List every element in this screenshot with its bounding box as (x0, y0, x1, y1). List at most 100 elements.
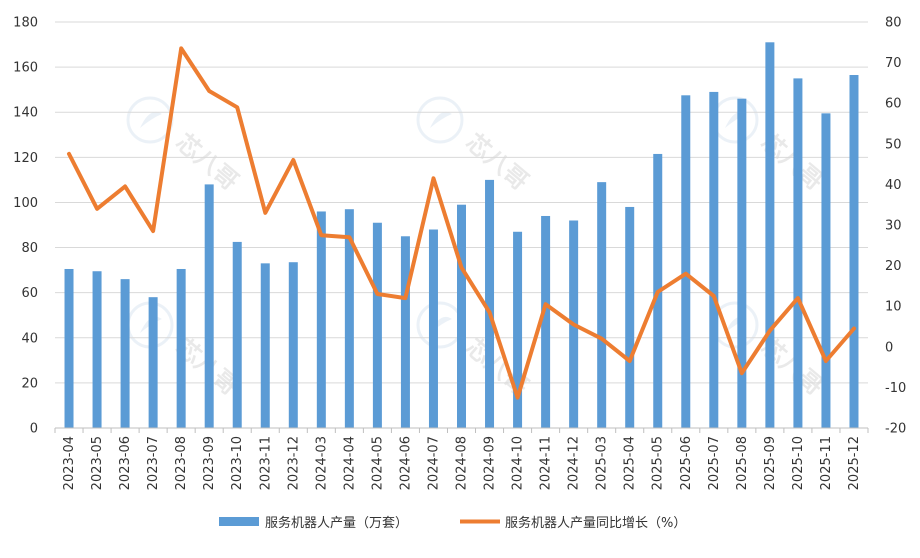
bar (765, 42, 775, 429)
x-axis-tick-label: 2024-11 (539, 436, 554, 490)
watermark-logo-bird (430, 316, 452, 333)
bar (821, 113, 831, 428)
bar (372, 222, 382, 428)
bar (793, 78, 803, 428)
y-axis-left-tick-label: 100 (13, 196, 38, 211)
legend-label-bars: 服务机器人产量（万套） (265, 515, 408, 531)
y-axis-right-tick-label: -10 (885, 381, 906, 396)
watermark-text: 芯八哥 (461, 128, 534, 196)
legend-label-line: 服务机器人产量同比增长（%） (505, 515, 686, 531)
y-axis-left-tick-label: 140 (13, 106, 38, 121)
line-point (179, 46, 183, 50)
line-series (67, 46, 856, 400)
line-point (572, 322, 576, 326)
x-axis-tick-label: 2025-07 (707, 436, 722, 490)
bar (204, 184, 214, 428)
watermark-logo-bird (140, 111, 162, 128)
watermark-logo: 芯八哥 (126, 301, 244, 401)
bar (316, 211, 326, 428)
line-point (263, 211, 267, 215)
y-axis-left-tick-label: 60 (21, 286, 38, 301)
y-axis-left-tick-label: 20 (21, 376, 38, 391)
line-point (712, 294, 716, 298)
bar (64, 268, 74, 428)
bar (541, 215, 551, 428)
y-axis-right-tick-label: 80 (885, 16, 902, 31)
x-axis-tick-label: 2023-08 (174, 436, 189, 490)
line-point (768, 329, 772, 333)
bar (92, 271, 102, 428)
y-axis-left-tick-label: 40 (21, 331, 38, 346)
bar (625, 206, 635, 428)
bar (344, 209, 354, 428)
bar (176, 268, 186, 428)
x-axis-tick-label: 2025-06 (679, 436, 694, 490)
bar (709, 91, 719, 428)
x-axis-tick-label: 2025-11 (819, 436, 834, 490)
y-axis-left-tick-label: 80 (21, 241, 38, 256)
watermark-text: 芯八哥 (461, 333, 534, 401)
y-axis-right-tick-label: 50 (885, 137, 902, 152)
x-axis-tick-label: 2024-09 (483, 436, 498, 490)
bar (148, 297, 158, 428)
line-point (319, 233, 323, 237)
y-axis-left-tick-label: 180 (13, 16, 38, 31)
y-axis-left-tick-label: 120 (13, 151, 38, 166)
x-axis-tick-label: 2025-08 (735, 436, 750, 490)
x-axis-tick-label: 2023-11 (258, 436, 273, 490)
line-point (235, 105, 239, 109)
x-axis-tick-label: 2023-12 (286, 436, 301, 490)
x-axis-tick-label: 2023-04 (62, 436, 77, 490)
bar (485, 179, 495, 428)
x-axis-tick-label: 2024-04 (342, 436, 357, 490)
line-point (431, 176, 435, 180)
bar (120, 279, 130, 428)
line-point (824, 359, 828, 363)
line-point (460, 266, 463, 270)
watermark-logo-ring (416, 96, 464, 144)
line-point (516, 396, 520, 400)
legend: 服务机器人产量（万套） 服务机器人产量同比增长（%） (219, 515, 686, 531)
y-axis-left-tick-label: 0 (30, 422, 38, 437)
line-point (151, 229, 155, 233)
bar (737, 98, 747, 428)
x-axis-tick-label: 2024-10 (511, 436, 526, 490)
line-point (740, 371, 744, 375)
line-point (123, 184, 127, 188)
y-axis-right-tick-label: 30 (885, 219, 902, 234)
y-axis-right-tick-label: 70 (885, 56, 902, 71)
line-point (544, 302, 548, 306)
bar (681, 95, 691, 429)
y-axis-right-tick-label: -20 (885, 422, 906, 437)
line-point (207, 89, 211, 93)
line-point (95, 207, 99, 211)
watermark-logo-bird (430, 111, 452, 128)
line-point (684, 272, 688, 276)
bar (457, 204, 466, 428)
bar (428, 229, 438, 428)
x-axis-tick-label: 2025-09 (763, 436, 778, 490)
x-axis-tick-label: 2023-07 (146, 436, 161, 490)
y-axis-right-tick-label: 20 (885, 259, 902, 274)
bar-series (64, 42, 859, 429)
line-point (291, 158, 295, 162)
line-point (796, 296, 800, 300)
y-axis-right-tick-label: 10 (885, 300, 902, 315)
y-axis-left-tick-label: 160 (13, 61, 38, 76)
x-axis-tick-label: 2023-06 (118, 436, 133, 490)
x-axis-tick-label: 2025-03 (595, 436, 610, 490)
line-point (347, 235, 351, 239)
x-axis-tick-label: 2024-07 (426, 436, 441, 490)
line-point (656, 290, 660, 294)
bar (597, 182, 607, 428)
legend-swatch-bars (219, 517, 259, 526)
line-point (628, 359, 632, 363)
line-point (375, 292, 379, 296)
x-axis-tick-label: 2023-05 (90, 436, 105, 490)
x-axis-tick-label: 2024-03 (314, 436, 329, 490)
x-axis-tick-label: 2024-12 (567, 436, 582, 490)
x-axis-tick-label: 2025-05 (651, 436, 666, 490)
y-axis-right-tick-label: 40 (885, 178, 902, 193)
